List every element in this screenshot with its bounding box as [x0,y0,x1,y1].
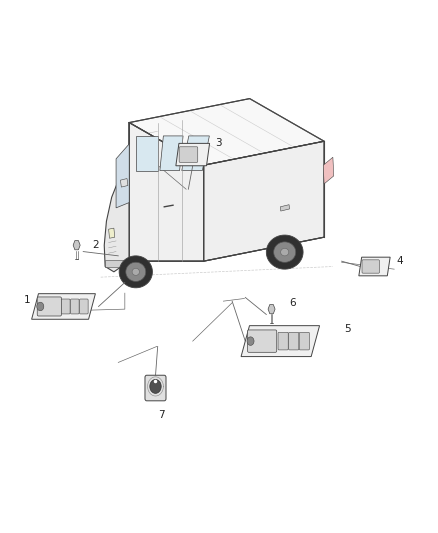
FancyBboxPatch shape [71,299,79,314]
Polygon shape [32,294,95,319]
FancyBboxPatch shape [145,375,166,401]
Polygon shape [104,123,129,272]
Circle shape [37,302,44,311]
Polygon shape [120,179,128,187]
Polygon shape [109,228,115,238]
Polygon shape [136,136,158,171]
Polygon shape [281,248,289,256]
Polygon shape [150,379,161,393]
Polygon shape [160,136,183,171]
Polygon shape [268,304,275,314]
Polygon shape [132,268,139,276]
FancyBboxPatch shape [80,299,88,314]
Text: 1: 1 [24,295,31,304]
FancyBboxPatch shape [247,330,277,352]
Polygon shape [280,205,290,211]
Text: 4: 4 [396,256,403,266]
FancyBboxPatch shape [299,333,309,350]
Text: 2: 2 [92,240,99,250]
Polygon shape [116,144,129,208]
Polygon shape [119,256,152,288]
Polygon shape [323,157,334,184]
Polygon shape [274,242,296,262]
Polygon shape [359,257,390,276]
FancyBboxPatch shape [278,333,288,350]
Text: 3: 3 [215,138,222,148]
FancyBboxPatch shape [289,333,299,350]
Circle shape [247,337,254,345]
Polygon shape [126,262,146,281]
Polygon shape [204,141,324,261]
Text: 7: 7 [158,410,165,419]
Polygon shape [129,99,324,165]
Polygon shape [241,326,320,357]
Polygon shape [105,260,129,266]
FancyBboxPatch shape [179,147,198,163]
FancyBboxPatch shape [37,297,61,316]
FancyBboxPatch shape [362,260,379,273]
Polygon shape [266,235,303,269]
Text: 5: 5 [344,325,351,334]
Polygon shape [129,123,204,261]
Polygon shape [182,136,209,171]
Polygon shape [73,240,80,250]
FancyBboxPatch shape [61,299,70,314]
Text: 6: 6 [289,298,296,308]
Polygon shape [176,143,209,166]
